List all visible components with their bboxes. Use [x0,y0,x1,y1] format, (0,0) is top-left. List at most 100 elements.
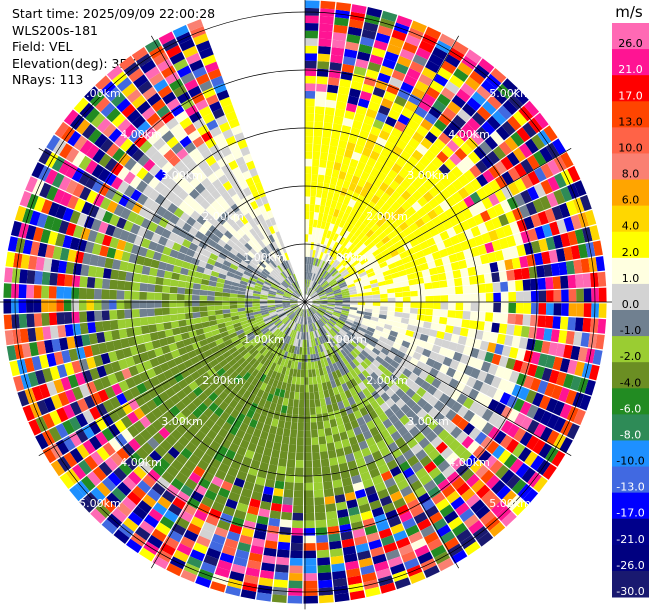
ppi-cell [295,452,304,461]
ppi-cell [504,258,514,271]
ppi-cell [347,412,357,422]
ppi-cell [376,439,387,451]
ppi-cell [272,442,282,451]
ppi-cell [132,485,147,500]
ppi-cell [393,240,403,250]
ppi-cell [338,255,346,263]
ppi-cell [522,279,531,291]
ppi-cell [222,350,232,359]
ppi-cell [147,283,156,292]
ppi-cell [478,293,486,303]
ppi-cell [377,257,386,265]
ppi-cell [570,245,581,260]
ppi-cell [283,305,291,309]
ppi-cell [326,442,336,452]
ppi-cell [292,322,297,330]
ppi-cell [56,364,68,378]
ppi-cell [530,213,542,228]
ppi-cell [193,465,206,478]
ppi-cell [407,155,419,167]
ppi-cell [286,406,293,415]
ppi-cell [452,522,468,537]
ppi-cell [438,132,451,145]
ppi-cell [314,235,319,243]
ppi-cell [491,216,502,229]
ppi-cell [228,379,238,390]
ppi-cell [310,181,318,190]
ppi-cell [480,361,492,373]
ppi-cell [516,219,528,232]
ppi-cell [230,484,243,495]
ppi-cell [288,337,293,345]
ppi-cell [437,272,447,281]
ppi-cell [235,329,245,336]
ppi-cell [259,373,267,383]
ppi-cell [361,122,372,133]
ppi-cell [344,335,352,343]
ppi-cell [416,173,428,185]
ppi-cell [423,321,432,329]
ppi-cell [303,580,318,589]
ppi-cell [252,306,261,310]
ppi-cell [363,284,372,290]
ppi-cell [147,488,161,502]
ppi-cell [482,263,492,274]
colorbar-tick-label: 4.0 [622,220,640,233]
ppi-cell [197,333,206,342]
ppi-cell [310,354,314,362]
ppi-cell [325,323,332,331]
ppi-cell [317,174,325,183]
ppi-cell [421,67,437,80]
ppi-cell [305,23,319,31]
ppi-cell [332,123,342,133]
ppi-cell [371,474,384,486]
ppi-cell [214,526,229,538]
ppi-cell [513,427,527,443]
ppi-cell [449,359,460,370]
ppi-cell [254,330,262,337]
ppi-cell [161,293,170,301]
ppi-cell [276,549,290,558]
ppi-cell [390,127,403,139]
ppi-cell [331,259,339,267]
ppi-cell [244,328,253,336]
ppi-cell [430,322,439,331]
ppi-cell [313,474,323,483]
ppi-cell [545,236,556,251]
ppi-cell [291,322,296,330]
ppi-cell [342,180,351,190]
ppi-cell [453,68,469,82]
ppi-cell [207,310,216,316]
ppi-cell [261,562,275,572]
ppi-cell [292,520,303,529]
ppi-cell [176,294,185,301]
ppi-cell [334,294,343,298]
ppi-cell [316,251,322,259]
ppi-cell [397,114,411,126]
ppi-cell [433,138,446,151]
ppi-cell [506,474,521,490]
ppi-cell [582,317,592,333]
ppi-cell [520,158,534,174]
ppi-cell [401,190,412,201]
ppi-cell [321,382,328,391]
ppi-cell [338,139,348,149]
ppi-cell [210,581,226,593]
ppi-cell [331,346,338,355]
ppi-cell [419,262,429,271]
ppi-cell [355,58,369,69]
ppi-cell [146,300,155,309]
ppi-cell [377,25,393,37]
ppi-cell [184,294,193,301]
ppi-cell [443,263,453,273]
ppi-cell [492,89,508,105]
ppi-cell [82,370,93,383]
ppi-cell [312,303,320,306]
ppi-cell [239,534,253,545]
ppi-cell [426,162,438,174]
ppi-cell [419,354,429,364]
ppi-cell [55,439,70,456]
ppi-cell [416,234,426,244]
ppi-cell [435,441,448,454]
ppi-cell [436,241,446,251]
